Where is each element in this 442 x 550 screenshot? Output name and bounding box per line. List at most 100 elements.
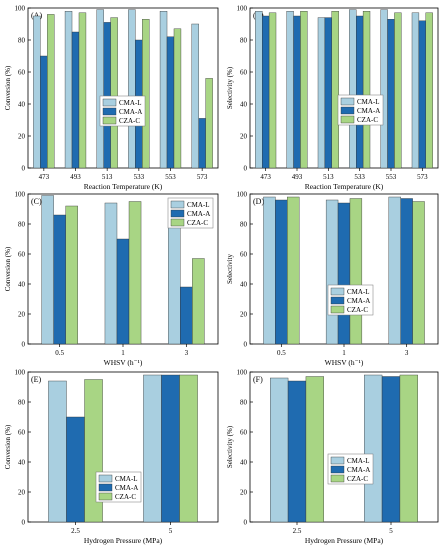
panel-label: (C) bbox=[31, 197, 42, 206]
legend-swatch-cma-a bbox=[330, 296, 345, 305]
bar-cma-a-513 bbox=[103, 22, 111, 169]
panel-label: (D) bbox=[253, 197, 264, 206]
x-tick-label: 2.5 bbox=[293, 527, 302, 535]
x-tick-label: 3 bbox=[185, 349, 189, 357]
chart-panel-6: 0 20 40 60 80 100 Selectivity (%) Hydrogen Pres… bbox=[226, 369, 439, 545]
bar-cma-a-473 bbox=[262, 15, 270, 169]
y-tick-label: 80 bbox=[18, 399, 26, 407]
bar-cza-c-533 bbox=[362, 10, 371, 169]
bar-cza-c-5 bbox=[179, 374, 198, 523]
bar-cma-a-533 bbox=[356, 15, 364, 169]
y-tick-label: 100 bbox=[237, 369, 248, 377]
x-tick-label: 553 bbox=[165, 173, 176, 181]
y-tick-label: 40 bbox=[240, 101, 248, 109]
bar-cza-c-573 bbox=[205, 78, 213, 169]
panel-label: (A) bbox=[31, 11, 42, 20]
y-tick-label: 20 bbox=[18, 489, 26, 497]
bar-cma-a-493 bbox=[293, 15, 301, 169]
bar-cma-l-573 bbox=[191, 23, 199, 169]
bar-cza-c-0.5 bbox=[287, 196, 300, 345]
legend-label-cza-c: CZA-C bbox=[357, 116, 378, 124]
bar-cma-l-0.5 bbox=[41, 195, 54, 345]
bar-cma-a-2.5 bbox=[287, 380, 307, 523]
plot-frame bbox=[27, 7, 219, 169]
bar-cza-c-533 bbox=[142, 19, 150, 169]
plot-frame bbox=[249, 7, 439, 169]
bar-cma-a-493 bbox=[71, 31, 80, 169]
x-axis-label: Reaction Temperature (K) bbox=[84, 182, 163, 191]
bar-cma-a-573 bbox=[198, 118, 206, 169]
y-tick-label: 80 bbox=[240, 37, 248, 45]
bar-cma-a-5 bbox=[161, 374, 180, 523]
x-tick-label: 5 bbox=[169, 527, 173, 535]
legend-swatch-cma-a bbox=[330, 465, 345, 474]
y-tick-label: 60 bbox=[240, 251, 248, 259]
legend-label-cma-l: CMA-L bbox=[187, 201, 210, 209]
y-tick-label: 40 bbox=[18, 281, 26, 289]
x-tick-label: 5 bbox=[389, 527, 393, 535]
x-axis-label: Hydrogen Pressure (MPa) bbox=[84, 536, 163, 545]
bar-cma-a-0.5 bbox=[275, 199, 288, 345]
bar-cma-a-3 bbox=[180, 286, 193, 345]
bar-cma-l-473 bbox=[255, 10, 263, 169]
bar-cma-l-3 bbox=[388, 196, 401, 345]
legend-swatch-cma-a bbox=[102, 107, 117, 116]
y-tick-label: 60 bbox=[18, 251, 26, 259]
x-tick-label: 0.5 bbox=[277, 349, 286, 357]
legend-swatch-cza-c bbox=[102, 116, 117, 125]
legend-label-cza-c: CZA-C bbox=[347, 306, 368, 314]
legend-label-cza-c: CZA-C bbox=[119, 117, 140, 125]
x-tick-label: 573 bbox=[417, 173, 428, 181]
y-axis-label: Conversion (%) bbox=[4, 424, 12, 469]
y-tick-label: 100 bbox=[237, 191, 248, 199]
plot-frame bbox=[27, 371, 219, 523]
legend-label-cma-l: CMA-L bbox=[115, 475, 138, 483]
bar-cma-a-553 bbox=[166, 36, 175, 169]
bar-cza-c-2.5 bbox=[305, 376, 324, 523]
y-tick-label: 20 bbox=[240, 311, 248, 319]
legend-swatch-cza-c bbox=[330, 305, 345, 314]
bar-cma-a-0.5 bbox=[53, 214, 66, 345]
bar-cma-l-493 bbox=[64, 10, 73, 169]
x-tick-label: 533 bbox=[134, 173, 145, 181]
y-axis-label: Conversion (%) bbox=[4, 246, 12, 291]
legend-label-cza-c: CZA-C bbox=[347, 475, 368, 483]
bar-cma-l-573 bbox=[411, 12, 420, 169]
legend-label-cma-a: CMA-A bbox=[187, 210, 210, 218]
bar-cza-c-473 bbox=[47, 14, 55, 169]
bar-cma-l-5 bbox=[143, 374, 162, 523]
y-tick-label: 100 bbox=[237, 5, 248, 13]
bar-cma-a-3 bbox=[400, 198, 413, 345]
x-axis-label: WHSV (h⁻¹) bbox=[104, 358, 143, 367]
bar-cma-l-2.5 bbox=[270, 377, 289, 523]
x-tick-label: 1 bbox=[121, 349, 125, 357]
y-tick-label: 80 bbox=[18, 221, 26, 229]
x-axis-label: Reaction Temperature (K) bbox=[305, 182, 384, 191]
y-axis-label: Conversion (%) bbox=[4, 65, 12, 110]
bar-cza-c-5 bbox=[399, 374, 418, 523]
bar-cma-l-553 bbox=[380, 9, 388, 169]
y-tick-label: 100 bbox=[15, 191, 26, 199]
bar-cma-a-553 bbox=[387, 19, 395, 169]
x-tick-label: 513 bbox=[323, 173, 334, 181]
bar-cma-l-1 bbox=[325, 199, 339, 345]
y-tick-label: 0 bbox=[22, 165, 26, 173]
bar-cza-c-0.5 bbox=[65, 205, 78, 345]
bar-cza-c-1 bbox=[349, 198, 363, 345]
bar-cza-c-573 bbox=[425, 12, 433, 169]
x-tick-label: 0.5 bbox=[55, 349, 64, 357]
legend-swatch-cma-a bbox=[170, 209, 185, 218]
y-tick-label: 40 bbox=[240, 281, 248, 289]
y-tick-label: 80 bbox=[240, 221, 248, 229]
legend-swatch-cza-c bbox=[170, 218, 185, 227]
x-tick-label: 493 bbox=[70, 173, 81, 181]
y-tick-label: 60 bbox=[240, 429, 248, 437]
legend-swatch-cma-l bbox=[330, 456, 345, 465]
bar-cma-a-5 bbox=[381, 376, 401, 523]
legend-swatch-cma-l bbox=[102, 98, 117, 107]
x-tick-label: 473 bbox=[39, 173, 50, 181]
bar-cma-l-513 bbox=[96, 9, 104, 169]
